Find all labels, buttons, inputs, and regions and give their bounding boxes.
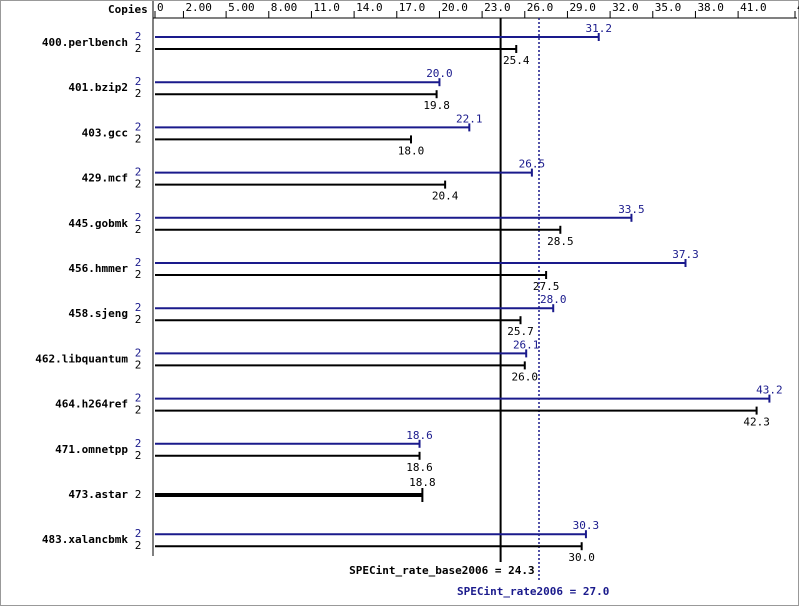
copies-label: 2	[135, 211, 142, 224]
x-tick-label: 14.0	[356, 1, 383, 14]
category-label: 473.astar	[68, 488, 128, 501]
copies-label: 2	[135, 166, 142, 179]
category-label: 456.hmmer	[68, 262, 128, 275]
category-label: 401.bzip2	[68, 81, 128, 94]
x-tick-label: 32.0	[612, 1, 639, 14]
category-label: 429.mcf	[82, 172, 128, 185]
copies-label: 2	[135, 223, 142, 236]
copies-label: 2	[135, 358, 142, 371]
category-label: 458.sjeng	[68, 307, 128, 320]
category-label: 471.omnetpp	[55, 443, 128, 456]
x-tick-label: 0	[157, 1, 164, 14]
copies-label: 2	[135, 404, 142, 417]
value-label: 30.3	[573, 519, 600, 532]
category-label: 403.gcc	[82, 126, 128, 139]
x-tick-label: 29.0	[569, 1, 596, 14]
value-label: 25.7	[507, 325, 534, 338]
copies-label: 2	[135, 313, 142, 326]
reference-label: SPECint_rate_base2006 = 24.3	[349, 564, 534, 577]
copies-label: 2	[135, 132, 142, 145]
copies-label: 2	[135, 268, 142, 281]
x-tick-label: 8.00	[271, 1, 298, 14]
copies-label: 2	[135, 301, 142, 314]
copies-label: 2	[135, 178, 142, 191]
x-tick-label: 38.0	[697, 1, 724, 14]
value-label: 27.5	[533, 280, 560, 293]
value-label: 26.5	[519, 158, 546, 171]
category-label: 464.h264ref	[55, 398, 128, 411]
x-tick-label: 26.0	[527, 1, 554, 14]
category-label: 400.perlbench	[42, 36, 128, 49]
x-tick-label: 41.0	[740, 1, 767, 14]
x-tick-label: 23.0	[484, 1, 511, 14]
copies-label: 2	[135, 30, 142, 43]
category-label: 483.xalancbmk	[42, 533, 128, 546]
value-label: 18.8	[409, 476, 436, 489]
copies-label: 2	[135, 42, 142, 55]
copies-label: 2	[135, 488, 142, 501]
value-label: 26.1	[513, 338, 540, 351]
value-label: 30.0	[568, 551, 595, 564]
value-label: 18.6	[406, 429, 433, 442]
copies-label: 2	[135, 346, 142, 359]
copies-label: 2	[135, 449, 142, 462]
copies-label: 2	[135, 437, 142, 450]
x-tick-label: 35.0	[655, 1, 682, 14]
copies-label: 2	[135, 527, 142, 540]
value-label: 31.2	[585, 22, 612, 35]
copies-label: 2	[135, 87, 142, 100]
value-label: 43.2	[756, 384, 783, 397]
copies-label: 2	[135, 539, 142, 552]
x-tick-label: 20.0	[441, 1, 468, 14]
x-tick-label: 2.00	[185, 1, 212, 14]
reference-label: SPECint_rate2006 = 27.0	[457, 585, 609, 598]
x-tick-label: 5.00	[228, 1, 255, 14]
value-label: 20.0	[426, 67, 453, 80]
value-label: 25.4	[503, 54, 530, 67]
copies-label: 2	[135, 75, 142, 88]
copies-label: 2	[135, 256, 142, 269]
value-label: 20.4	[432, 190, 459, 203]
value-label: 18.0	[398, 144, 425, 157]
x-tick-label: 17.0	[399, 1, 426, 14]
value-label: 18.6	[406, 461, 433, 474]
value-label: 28.0	[540, 293, 567, 306]
value-label: 19.8	[423, 99, 450, 112]
copies-label: 2	[135, 392, 142, 405]
value-label: 37.3	[672, 248, 699, 261]
value-label: 28.5	[547, 235, 574, 248]
category-label: 445.gobmk	[68, 217, 128, 230]
value-label: 42.3	[743, 416, 770, 429]
copies-label: 2	[135, 120, 142, 133]
x-tick-label: 11.0	[313, 1, 340, 14]
category-label: 462.libquantum	[35, 352, 128, 365]
value-label: 26.0	[512, 370, 539, 383]
copies-header: Copies	[108, 3, 148, 16]
value-label: 22.1	[456, 112, 483, 125]
x-tick-label: 45.0	[797, 1, 799, 14]
value-label: 33.5	[618, 203, 645, 216]
